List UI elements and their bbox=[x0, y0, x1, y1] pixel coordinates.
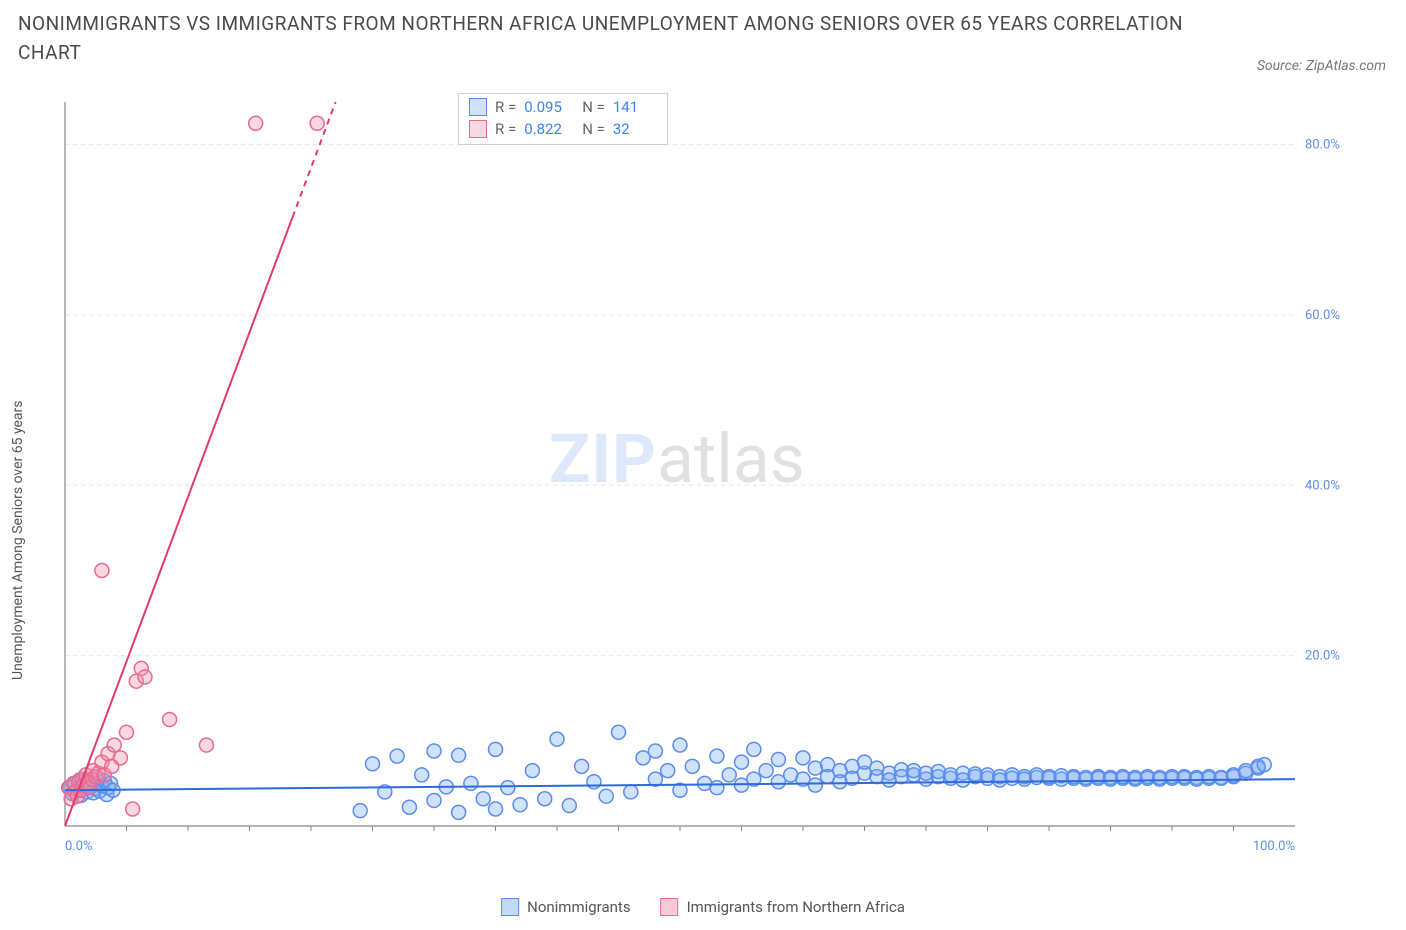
scatter-plot: 0.0%100.0%20.0%40.0%60.0%80.0% ZIPatlas … bbox=[55, 96, 1355, 866]
y-axis-label: Unemployment Among Seniors over 65 years bbox=[10, 401, 26, 681]
legend-label: Immigrants from Northern Africa bbox=[687, 898, 905, 916]
legend-swatch bbox=[661, 898, 679, 916]
legend-swatch bbox=[501, 898, 519, 916]
svg-text:0.0%: 0.0% bbox=[65, 839, 93, 854]
legend-label: Nonimmigrants bbox=[527, 898, 630, 916]
svg-text:60.0%: 60.0% bbox=[1305, 308, 1340, 323]
legend-item: Immigrants from Northern Africa bbox=[661, 898, 905, 916]
legend-stats-box: R =0.095N =141R =0.822N =32 bbox=[458, 93, 668, 145]
legend-stats-row: R =0.095N =141 bbox=[469, 96, 657, 118]
series-legend: Nonimmigrants Immigrants from Northern Af… bbox=[501, 898, 905, 916]
source-attribution: Source: ZipAtlas.com bbox=[1257, 58, 1386, 74]
legend-item: Nonimmigrants bbox=[501, 898, 630, 916]
svg-text:80.0%: 80.0% bbox=[1305, 138, 1340, 153]
chart-title: NONIMMIGRANTS VS IMMIGRANTS FROM NORTHER… bbox=[18, 10, 1226, 67]
legend-swatch bbox=[469, 98, 487, 116]
svg-text:20.0%: 20.0% bbox=[1305, 649, 1340, 664]
legend-stats-row: R =0.822N =32 bbox=[469, 118, 657, 140]
svg-text:100.0%: 100.0% bbox=[1253, 839, 1295, 854]
legend-swatch bbox=[469, 120, 487, 138]
plot-svg: 0.0% 100.0% 20.0% 40.0% 60.0% 80.0% bbox=[55, 96, 1355, 866]
svg-text:40.0%: 40.0% bbox=[1305, 478, 1340, 493]
